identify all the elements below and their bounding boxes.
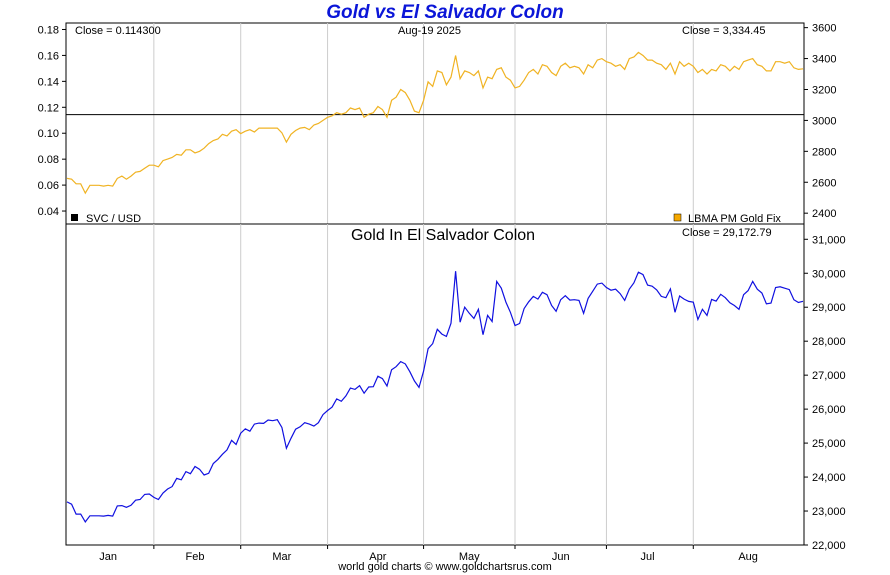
x-axis-tick-label: Aug (738, 551, 758, 563)
legend-gold-label: LBMA PM Gold Fix (688, 213, 781, 225)
top-panel: 0.18 0.16 0.14 0.12 0.10 0.08 0.06 0.04 3600 340… (38, 22, 836, 225)
right-axis-tick-label: 2800 (812, 146, 836, 158)
legend-svc-swatch (71, 214, 78, 221)
top-right-close-label: Close = 3,334.45 (682, 25, 765, 37)
legend-gold-swatch (673, 213, 682, 222)
right-axis-tick-label: 28,000 (812, 336, 846, 348)
right-axis-tick-label: 2600 (812, 177, 836, 189)
right-axis-tick-label: 24,000 (812, 472, 846, 484)
right-axis-tick-label: 25,000 (812, 438, 846, 450)
bottom-plot-frame (65, 223, 805, 546)
right-axis-tick-label: 3400 (812, 54, 836, 66)
top-left-axis: 0.18 0.16 0.14 0.12 0.10 0.08 0.06 0.04 (38, 24, 66, 218)
x-axis-tick-label: Apr (369, 551, 386, 563)
right-axis-tick-label: 26,000 (812, 404, 846, 416)
right-axis-tick-label: 3600 (812, 23, 836, 35)
right-axis-tick-label: 30,000 (812, 268, 846, 280)
bottom-close-label: Close = 29,172.79 (682, 227, 772, 239)
gold-usd-line (66, 51, 804, 195)
x-axis-tick-label: Jul (641, 551, 655, 563)
bottom-grid (153, 224, 694, 545)
x-axis-tick-label: Jun (552, 551, 570, 563)
right-axis-tick-label: 3000 (812, 115, 836, 127)
left-axis-tick-label: 0.18 (38, 24, 59, 36)
right-axis-tick-label: 29,000 (812, 302, 846, 314)
left-axis-tick-label: 0.14 (38, 76, 59, 88)
right-axis-tick-label: 2400 (812, 208, 836, 220)
left-axis-tick-label: 0.08 (38, 154, 59, 166)
top-plot-frame (65, 22, 805, 225)
right-axis-tick-label: 27,000 (812, 370, 846, 382)
x-axis-tick-label: May (459, 551, 480, 563)
right-axis-tick-label: 31,000 (812, 234, 846, 246)
bottom-chart-title: Gold In El Salvador Colon (351, 227, 535, 244)
legend-svc-label: SVC / USD (86, 213, 141, 225)
gold-svc-line (66, 271, 804, 523)
top-right-axis: 3600 3400 3200 3000 2800 2600 2400 (804, 23, 836, 220)
top-grid (153, 23, 694, 224)
footer-credit: world gold charts © www.goldchartsrus.co… (338, 561, 552, 573)
bottom-right-axis: 31,000 30,000 29,000 28,000 27,000 26,000 25,0… (804, 234, 846, 552)
left-axis-tick-label: 0.06 (38, 180, 59, 192)
x-axis-tick-label: Mar (272, 551, 291, 563)
x-axis-tick-label: Jan (99, 551, 117, 563)
left-axis-tick-label: 0.16 (38, 50, 59, 62)
x-axis: Jan Feb Mar Apr May Jun Jul Aug (99, 545, 758, 563)
bottom-panel: 31,000 30,000 29,000 28,000 27,000 26,000 25,0… (65, 223, 846, 563)
date-label: Aug-19 2025 (398, 25, 461, 37)
left-axis-tick-label: 0.12 (38, 102, 59, 114)
top-left-close-label: Close = 0.114300 (75, 25, 161, 37)
x-axis-tick-label: Feb (186, 551, 205, 563)
chart-title: Gold vs El Salvador Colon (326, 2, 564, 23)
right-axis-tick-label: 23,000 (812, 506, 846, 518)
right-axis-tick-label: 22,000 (812, 540, 846, 552)
right-axis-tick-label: 3200 (812, 84, 836, 96)
left-axis-tick-label: 0.04 (38, 206, 59, 218)
left-axis-tick-label: 0.10 (38, 128, 59, 140)
